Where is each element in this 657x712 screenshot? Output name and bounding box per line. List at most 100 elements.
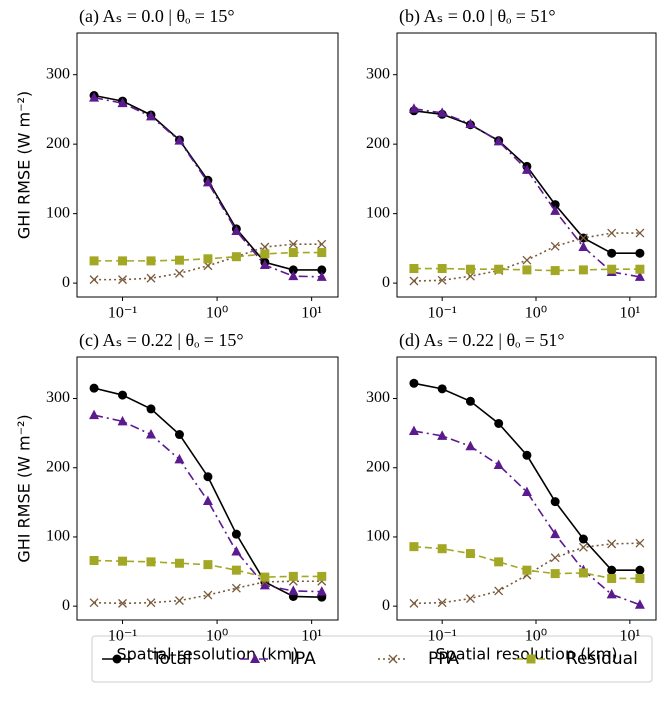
marker xyxy=(118,275,127,285)
marker xyxy=(259,579,270,590)
marker xyxy=(146,273,156,283)
x-tick-label: 10⁰ xyxy=(206,305,228,322)
marker xyxy=(578,542,588,552)
marker xyxy=(203,590,213,600)
marker xyxy=(288,571,298,581)
marker xyxy=(494,418,504,428)
marker xyxy=(409,598,419,608)
marker xyxy=(203,560,213,570)
x-tick-label: 10⁻¹ xyxy=(108,628,137,645)
marker xyxy=(437,384,447,394)
marker xyxy=(146,598,156,608)
marker xyxy=(635,565,645,575)
marker xyxy=(174,558,184,568)
y-tick-label: 100 xyxy=(366,204,390,221)
marker xyxy=(522,565,532,575)
y-tick-label: 200 xyxy=(46,135,70,152)
marker xyxy=(288,248,298,258)
marker xyxy=(635,248,645,258)
x-tick-label: 10⁻¹ xyxy=(428,305,457,322)
series-line xyxy=(94,580,322,605)
x-tick-label: 10¹ xyxy=(619,305,640,322)
marker xyxy=(465,594,475,604)
marker xyxy=(231,545,242,556)
marker xyxy=(607,573,617,583)
plot-frame xyxy=(76,356,339,621)
marker xyxy=(118,598,127,608)
marker xyxy=(494,264,504,274)
series-line xyxy=(413,107,641,278)
marker xyxy=(550,528,561,539)
legend-marker xyxy=(388,654,398,664)
series-line xyxy=(413,382,640,571)
marker xyxy=(117,415,128,426)
marker xyxy=(89,256,99,266)
marker xyxy=(607,539,617,549)
marker xyxy=(437,107,448,117)
marker xyxy=(408,103,419,113)
y-tick-label: 200 xyxy=(366,135,390,152)
marker xyxy=(550,553,560,563)
legend-label: Residual xyxy=(566,649,638,669)
x-axis-label: Spatial resolution (km) xyxy=(435,645,617,664)
marker xyxy=(231,583,241,593)
series-line xyxy=(413,430,641,606)
y-tick-label: 0 xyxy=(382,274,390,291)
marker xyxy=(317,239,327,249)
marker xyxy=(465,396,475,406)
marker xyxy=(146,557,156,567)
marker xyxy=(145,429,156,439)
panel-title: (d) Aₛ = 0.22 | θₒ = 51° xyxy=(399,330,565,351)
marker xyxy=(409,264,419,274)
marker xyxy=(465,440,476,451)
y-tick-label: 0 xyxy=(62,597,70,614)
marker xyxy=(437,275,447,285)
marker xyxy=(493,459,504,469)
marker xyxy=(635,228,645,238)
marker xyxy=(203,254,213,264)
marker xyxy=(493,135,504,146)
marker xyxy=(522,265,532,275)
marker xyxy=(634,599,645,609)
y-tick-label: 300 xyxy=(366,65,390,82)
marker xyxy=(634,271,645,281)
marker xyxy=(521,164,532,174)
panel-title: (b) Aₛ = 0.0 | θₒ = 51° xyxy=(399,6,556,27)
marker xyxy=(317,265,327,275)
marker xyxy=(118,556,128,566)
series-line xyxy=(93,414,322,593)
marker xyxy=(465,549,475,559)
marker xyxy=(408,425,419,436)
marker xyxy=(316,586,327,596)
marker xyxy=(578,233,588,243)
marker xyxy=(117,97,128,108)
marker xyxy=(317,248,327,258)
legend-marker xyxy=(250,653,260,663)
legend-label: PPA xyxy=(428,649,459,669)
marker xyxy=(494,586,504,596)
marker xyxy=(202,495,213,505)
marker xyxy=(578,265,588,275)
series-line xyxy=(413,542,640,605)
marker xyxy=(550,266,560,276)
marker xyxy=(606,588,617,599)
marker xyxy=(202,176,213,187)
marker xyxy=(89,383,99,393)
marker xyxy=(145,110,156,121)
panel-title: (c) Aₛ = 0.22 | θₒ = 15° xyxy=(79,330,244,351)
y-tick-label: 0 xyxy=(382,597,390,614)
y-tick-label: 200 xyxy=(46,458,70,475)
marker xyxy=(231,529,241,539)
x-tick-label: 10⁰ xyxy=(206,628,228,645)
marker xyxy=(231,565,241,575)
marker xyxy=(550,205,561,215)
plot-frame xyxy=(76,32,339,298)
y-tick-label: 200 xyxy=(366,458,390,475)
marker xyxy=(494,557,504,567)
marker xyxy=(409,276,419,286)
marker xyxy=(578,241,589,251)
marker xyxy=(118,256,128,266)
marker xyxy=(437,264,447,274)
marker xyxy=(465,118,476,129)
